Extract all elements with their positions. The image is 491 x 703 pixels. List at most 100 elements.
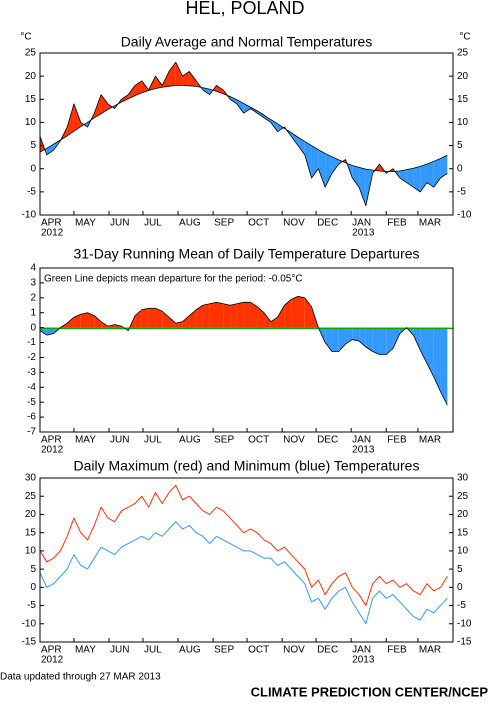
year-label: 2012 [41,655,64,666]
departure-fill [413,327,421,350]
departure-fill [311,145,319,178]
departure-fill [87,312,95,328]
departure-fill [393,327,400,349]
y-tick-label: 15 [457,527,469,538]
departure-fill [80,122,84,127]
departure-fill [359,167,366,206]
departure-fill [155,76,163,89]
departure-fill [46,327,54,336]
departure-fill [67,103,74,136]
departure-fill [182,315,190,328]
x-tick-label: NOV [283,435,305,446]
departure-fill [73,103,81,132]
departure-fill [331,327,339,352]
x-tick-label: JUL [144,218,162,229]
x-tick-label: JUL [144,645,162,656]
y-tick-label: -5 [457,186,466,197]
y-tick-label: -5 [27,186,36,197]
departure-fill [264,115,271,123]
x-tick-label: FEB [387,435,407,446]
update-note: Data updated through 27 MAR 2013 [0,672,161,683]
y-tick-label: 1 [30,307,36,318]
departure-fill [101,94,108,114]
departure-fill [277,305,285,328]
departure-fill [379,327,387,355]
year-label: 2013 [352,655,375,666]
departure-fill [291,132,298,146]
departure-fill [352,165,360,188]
x-tick-label: DEC [317,218,338,229]
x-tick-label: APR [41,645,62,656]
y-tick-label: 15 [25,94,37,105]
plot-frame [39,52,454,216]
y-tick-label: 10 [457,546,469,557]
year-label: 2013 [352,445,375,456]
y-tick-label: 10 [457,117,469,128]
departure-fill [80,312,88,328]
departure-fill [270,119,278,132]
x-tick-label: APR [41,218,62,229]
x-tick-label: JAN [352,435,371,446]
plot-frame [39,267,454,433]
x-tick-label: JUN [110,435,129,446]
y-tick-label: 3 [30,278,36,289]
departure-fill [386,327,394,355]
y-tick-label: 20 [25,71,37,82]
x-tick-label: DEC [317,435,338,446]
departure-fill [121,94,129,103]
departure-fill [94,315,102,328]
departure-fill [40,327,47,336]
series-line [39,521,448,625]
departure-fill [420,327,427,364]
y-tick-label: 0 [30,163,36,174]
departure-fill [433,327,441,392]
departure-fill [257,110,265,118]
departure-fill [345,327,353,345]
x-tick-label: MAY [75,435,96,446]
y-tick-label: 20 [457,71,469,82]
y-tick-label: 25 [457,491,469,502]
y-tick-label: 0 [30,322,36,333]
departure-fill [291,296,298,328]
departure-fill [230,96,237,104]
y-tick-label: 25 [25,48,37,59]
y-tick-label: -5 [27,600,36,611]
y-tick-label: -10 [22,618,37,629]
y-tick-label: -5 [27,397,36,408]
departure-fill [73,314,81,328]
x-tick-label: JUL [144,435,162,446]
x-tick-label: JUN [110,645,129,656]
departure-fill [250,302,258,328]
y-tick-label: 30 [457,473,469,484]
departure-fill [209,302,217,328]
x-tick-label: DEC [317,645,338,656]
y-tick-label: 30 [25,473,37,484]
y-tick-label: 4 [30,263,36,274]
x-tick-label: AUG [179,435,201,446]
departure-fill [83,122,88,128]
departure-fill [107,103,113,110]
x-tick-label: JUN [110,218,129,229]
chart-title: 31-Day Running Mean of Daily Temperature… [73,246,419,262]
departure-fill [413,166,421,192]
series-line [39,484,448,607]
departure-fill [189,71,197,87]
y-tick-label: 10 [25,117,37,128]
y-tick-label: 5 [457,140,463,151]
departure-fill [155,308,163,328]
x-tick-label: FEB [387,218,407,229]
y-tick-label: 25 [25,491,37,502]
departure-fill [277,123,284,132]
year-label: 2012 [41,445,64,456]
x-tick-label: OCT [248,645,269,656]
y-tick-label: 5 [30,140,36,151]
departure-fill [230,303,237,328]
credit: CLIMATE PREDICTION CENTER/NCEP [251,684,489,699]
departure-fill [223,303,231,328]
departure-fill [297,137,305,155]
x-tick-label: NOV [283,218,305,229]
x-tick-label: MAR [419,435,441,446]
y-tick-label: 5 [30,564,36,575]
departure-fill [426,327,434,377]
